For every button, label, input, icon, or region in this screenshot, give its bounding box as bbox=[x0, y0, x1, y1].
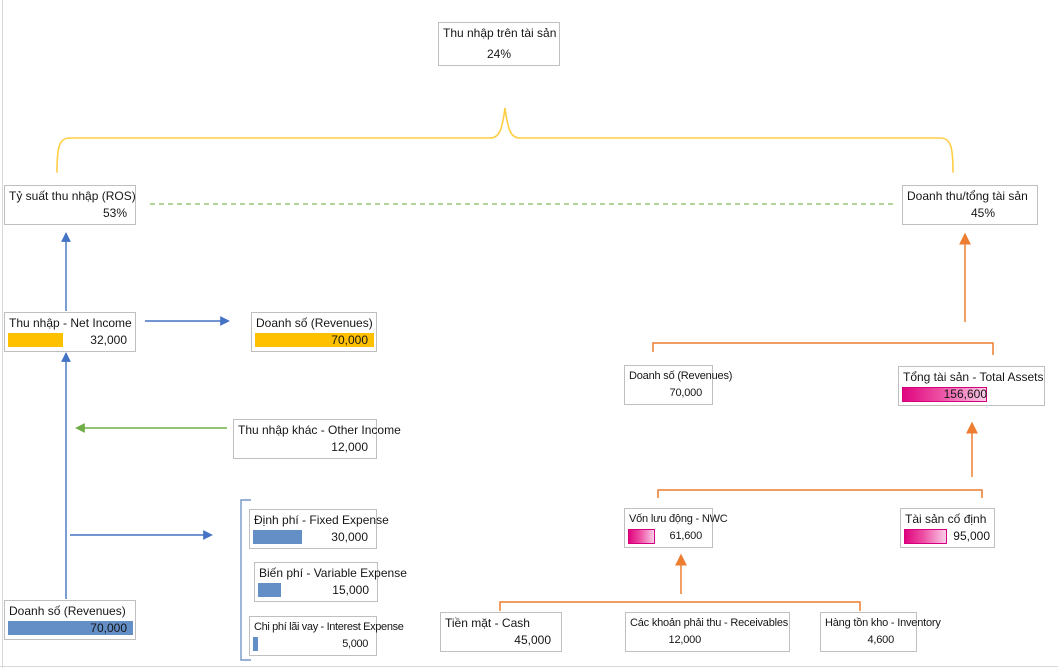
plot-area-bottom-border bbox=[0, 666, 1058, 667]
node-other-income: Thu nhập khác - Other Income 12,000 bbox=[233, 419, 401, 459]
plot-area-left-border bbox=[2, 0, 3, 668]
node-label: Định phí - Fixed Expense bbox=[254, 513, 389, 527]
node-label: Thu nhập - Net Income bbox=[9, 316, 132, 330]
node-value: 32,000 bbox=[90, 333, 127, 347]
node-value: 12,000 bbox=[331, 440, 368, 454]
node-value: 156,600 bbox=[943, 387, 987, 401]
data-bar bbox=[904, 529, 948, 544]
node-label: Doanh số (Revenues) bbox=[256, 316, 373, 330]
data-bar bbox=[8, 621, 133, 635]
node-total-assets: Tổng tài sản - Total Assets 156,600 bbox=[898, 366, 1045, 406]
data-bar bbox=[258, 583, 282, 597]
node-nwc: Vốn lưu động - NWC 61,600 bbox=[624, 508, 728, 548]
data-bar bbox=[8, 333, 63, 347]
node-asset-turnover: Doanh thu/tổng tài sản 45% bbox=[902, 185, 1038, 225]
node-net-income: Thu nhập - Net Income 32,000 bbox=[4, 312, 136, 352]
bracket-expense-group bbox=[240, 499, 251, 661]
node-fixed-expense: Định phí - Fixed Expense 30,000 bbox=[249, 509, 389, 549]
node-value: 4,600 bbox=[867, 634, 894, 646]
node-receivables: Các khoản phải thu - Receivables 12,000 bbox=[625, 612, 790, 652]
node-value: 12,000 bbox=[668, 634, 702, 646]
node-label: Hàng tồn kho - Inventory bbox=[825, 617, 941, 629]
node-fixed-assets: Tài sản cố định 95,000 bbox=[900, 508, 995, 548]
node-label: Thu nhập khác - Other Income bbox=[238, 423, 401, 437]
node-label: Tổng tài sản - Total Assets bbox=[903, 370, 1044, 384]
node-label: Chi phí lãi vay - Interest Expense bbox=[254, 621, 404, 633]
node-return-on-assets: Thu nhập trên tài sản 24% bbox=[438, 22, 560, 66]
node-value: 30,000 bbox=[331, 530, 368, 544]
data-bar bbox=[253, 530, 303, 544]
node-label: Doanh số (Revenues) bbox=[629, 370, 733, 382]
node-value: 5,000 bbox=[342, 638, 368, 650]
node-value: 45% bbox=[970, 206, 995, 220]
node-revenues-bottom: Doanh số (Revenues) 70,000 bbox=[4, 600, 136, 640]
node-value: 70,000 bbox=[669, 387, 703, 399]
data-bar bbox=[255, 333, 374, 347]
node-label: Tỷ suất thu nhập (ROS) bbox=[9, 189, 136, 203]
node-value: 61,600 bbox=[669, 530, 703, 542]
brace-roa-split bbox=[56, 107, 954, 173]
node-value: 95,000 bbox=[953, 529, 990, 543]
node-interest-expense: Chi phí lãi vay - Interest Expense 5,000 bbox=[249, 616, 404, 656]
node-inventory: Hàng tồn kho - Inventory 4,600 bbox=[820, 612, 941, 652]
node-revenues-right: Doanh số (Revenues) 70,000 bbox=[624, 365, 733, 405]
node-ros: Tỷ suất thu nhập (ROS) 53% bbox=[4, 185, 136, 225]
node-label: Doanh số (Revenues) bbox=[9, 604, 126, 618]
node-label: Tài sản cố định bbox=[905, 512, 987, 526]
node-label: Doanh thu/tổng tài sản bbox=[907, 189, 1028, 203]
node-label: Biến phí - Variable Expense bbox=[259, 566, 407, 580]
node-value: 70,000 bbox=[331, 333, 368, 347]
node-label: Thu nhập trên tài sản bbox=[443, 26, 557, 40]
node-label: Các khoản phải thu - Receivables bbox=[630, 617, 789, 629]
node-cash: Tiền mặt - Cash 45,000 bbox=[440, 612, 562, 652]
node-revenues-left: Doanh số (Revenues) 70,000 bbox=[251, 312, 377, 352]
node-value: 45,000 bbox=[514, 633, 551, 647]
bracket-nwc-fixed-assets bbox=[657, 489, 983, 498]
node-value: 24% bbox=[486, 47, 512, 61]
data-bar bbox=[902, 387, 987, 402]
bracket-current-assets bbox=[499, 601, 861, 611]
data-bar bbox=[253, 637, 259, 651]
node-value: 15,000 bbox=[332, 583, 369, 597]
node-variable-expense: Biến phí - Variable Expense 15,000 bbox=[254, 562, 407, 602]
bracket-revenues-total-assets bbox=[652, 342, 994, 355]
node-label: Vốn lưu động - NWC bbox=[629, 513, 728, 525]
data-bar bbox=[628, 529, 656, 544]
node-value: 53% bbox=[102, 206, 127, 220]
node-label: Tiền mặt - Cash bbox=[445, 616, 530, 630]
node-value: 70,000 bbox=[90, 621, 127, 635]
